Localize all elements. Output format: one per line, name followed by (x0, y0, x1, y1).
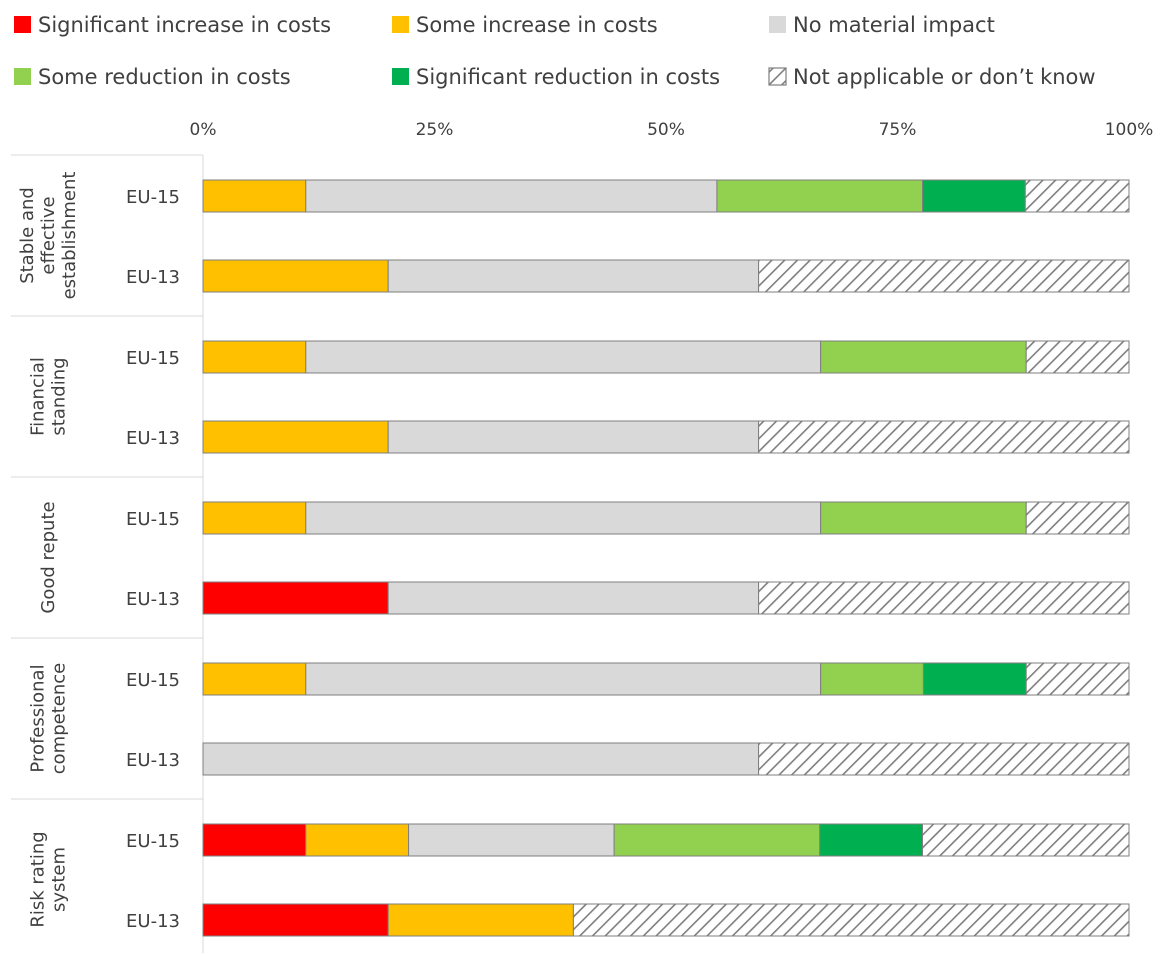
bar-segment-na-good-repute-eu-15 (1025, 501, 1130, 535)
row-label: EU-13 (126, 750, 180, 771)
row-label: EU-15 (126, 348, 180, 369)
bar-segment-no_impact-financial-standing-eu-13 (387, 420, 760, 454)
group-label-risk-rating-system: Risk ratingsystem (28, 831, 70, 927)
bar-segment-some_inc-financial-standing-eu-13 (202, 420, 389, 454)
bar-segment-some_inc-financial-standing-eu-15 (202, 340, 307, 374)
bar-segment-na-financial-standing-eu-15 (1025, 340, 1130, 374)
bar-segment-sig_inc-good-repute-eu-13 (202, 581, 389, 615)
legend-label-sig_inc: Significant increase in costs (38, 13, 331, 37)
x-tick-label: 75% (879, 120, 917, 140)
bar-segment-some_inc-stable-and-effective-establishment-eu-15 (202, 179, 307, 213)
row-label: EU-13 (126, 267, 180, 288)
legend-swatch-na (768, 67, 787, 86)
bar-segment-no_impact-risk-rating-system-eu-15 (408, 823, 615, 857)
bar-segment-some_red-stable-and-effective-establishment-eu-15 (716, 179, 924, 213)
legend-label-some_red: Some reduction in costs (38, 65, 291, 89)
bar-segment-some_inc-good-repute-eu-15 (202, 501, 307, 535)
bar-segment-na-risk-rating-system-eu-15 (922, 823, 1130, 857)
row-label: EU-13 (126, 428, 180, 449)
legend-swatch-sig_inc (14, 16, 31, 33)
legend-label-sig_red: Significant reduction in costs (416, 65, 720, 89)
bar-segment-no_impact-good-repute-eu-13 (387, 581, 760, 615)
bar-segment-no_impact-good-repute-eu-15 (305, 501, 822, 535)
group-label-good-repute: Good repute (38, 501, 59, 613)
bar-segment-no_impact-professional-competence-eu-15 (305, 662, 822, 696)
bar-segment-no_impact-financial-standing-eu-15 (305, 340, 822, 374)
bar-segment-sig_red-risk-rating-system-eu-15 (819, 823, 924, 857)
plot-area: Stable andeffectiveestablishment EU-15 EU-… (11, 154, 1130, 937)
x-tick-label: 0% (190, 120, 217, 140)
bar-segment-some_inc-stable-and-effective-establishment-eu-13 (202, 259, 389, 293)
bar-segment-na-professional-competence-eu-15 (1025, 662, 1130, 696)
legend-swatch-some_inc (392, 16, 409, 33)
bar-segment-na-risk-rating-system-eu-13 (572, 903, 1130, 937)
legend-swatch-some_red (14, 68, 31, 85)
bar-segment-sig_red-professional-competence-eu-15 (922, 662, 1027, 696)
bar-segment-na-professional-competence-eu-13 (758, 742, 1130, 776)
row-label: EU-15 (126, 187, 180, 208)
x-tick-label: 25% (416, 120, 454, 140)
row-label: EU-13 (126, 911, 180, 932)
bar-segment-some_inc-risk-rating-system-eu-15 (305, 823, 410, 857)
bar-segment-sig_inc-risk-rating-system-eu-13 (202, 903, 389, 937)
bar-segment-some_red-risk-rating-system-eu-15 (613, 823, 821, 857)
bar-segment-na-stable-and-effective-establishment-eu-13 (758, 259, 1130, 293)
legend-label-na: Not applicable or don’t know (793, 65, 1096, 89)
bar-segment-na-financial-standing-eu-13 (758, 420, 1130, 454)
row-label: EU-13 (126, 589, 180, 610)
bar-segment-some_red-financial-standing-eu-15 (820, 340, 1027, 374)
x-tick-label: 100% (1105, 120, 1154, 140)
group-label-professional-competence: Professionalcompetence (28, 663, 70, 774)
legend-label-some_inc: Some increase in costs (416, 13, 658, 37)
bar-segment-some_red-professional-competence-eu-15 (820, 662, 924, 696)
bar-segment-some_inc-professional-competence-eu-15 (202, 662, 307, 696)
bar-segment-sig_red-stable-and-effective-establishment-eu-15 (922, 179, 1026, 213)
bar-segment-sig_inc-risk-rating-system-eu-15 (202, 823, 307, 857)
bar-segment-na-good-repute-eu-13 (758, 581, 1130, 615)
row-label: EU-15 (126, 509, 180, 530)
x-tick-label: 50% (647, 120, 685, 140)
legend-swatch-no_impact (769, 16, 786, 33)
bar-segment-some_inc-risk-rating-system-eu-13 (387, 903, 574, 937)
legend-swatch-sig_red (392, 68, 409, 85)
bar-segment-no_impact-stable-and-effective-establishment-eu-15 (305, 179, 718, 213)
row-label: EU-15 (126, 670, 180, 691)
bar-segment-na-stable-and-effective-establishment-eu-15 (1024, 179, 1130, 213)
bar-segment-some_red-good-repute-eu-15 (820, 501, 1027, 535)
bar-segment-no_impact-stable-and-effective-establishment-eu-13 (387, 259, 760, 293)
group-label-stable-and-effective-establishment: Stable andeffectiveestablishment (17, 172, 80, 300)
row-label: EU-15 (126, 831, 180, 852)
legend: Significant increase in costs Some increa… (14, 13, 1096, 89)
group-label-financial-standing: Financialstanding (28, 357, 70, 436)
legend-label-no_impact: No material impact (793, 13, 995, 37)
bar-segment-no_impact-professional-competence-eu-13 (202, 742, 760, 776)
